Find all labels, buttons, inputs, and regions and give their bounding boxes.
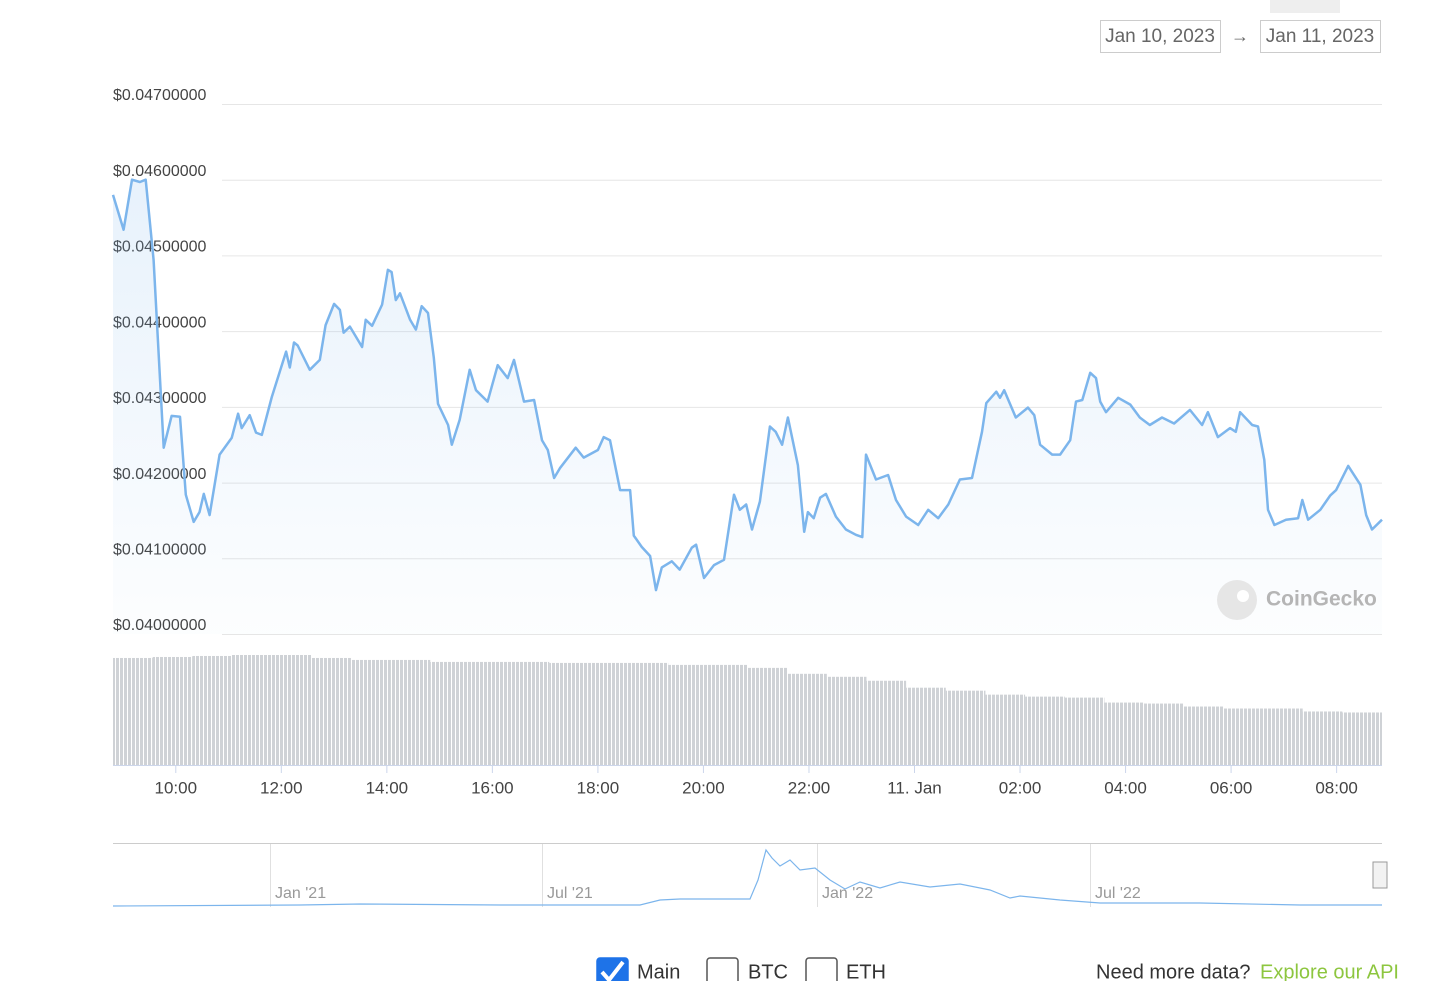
- volume-bar: [231, 655, 272, 765]
- x-tick-label: 02:00: [999, 778, 1042, 797]
- x-tick-label: 11. Jan: [887, 778, 942, 797]
- date-to: Jan 11, 2023: [1266, 26, 1374, 47]
- volume-bar: [1183, 706, 1224, 765]
- checkbox[interactable]: [805, 957, 838, 981]
- navigator-label: Jan '22: [822, 885, 873, 902]
- navigator: [112, 843, 1388, 907]
- volume-bar: [866, 680, 907, 765]
- volume-bar: [1104, 702, 1145, 765]
- price-area: [113, 179, 1382, 634]
- volume-bar: [1064, 697, 1105, 765]
- volume-bar: [985, 694, 1026, 765]
- navigator-line: [112, 848, 1382, 907]
- y-tick-label: $0.04700000: [113, 87, 207, 104]
- price-line: [111, 178, 1383, 592]
- x-tick-label: 06:00: [1210, 778, 1253, 797]
- volume-bar: [826, 676, 867, 765]
- footer-text: Need more data?: [1096, 961, 1251, 981]
- toggles: Main BTC ETH: [596, 957, 886, 981]
- toggle-label: ETH: [846, 961, 886, 981]
- volume-bar: [747, 667, 788, 765]
- volume-bar: [628, 662, 669, 765]
- volume-bar: [311, 657, 351, 765]
- date-input[interactable]: [1260, 20, 1381, 53]
- volume-bar: [549, 662, 589, 765]
- volume-bar: [1025, 696, 1065, 765]
- navigator-label: Jul '21: [547, 885, 593, 902]
- watermark: CoinGecko: [1217, 580, 1377, 620]
- volume-bar: [945, 690, 986, 765]
- x-tick-label: 16:00: [471, 778, 514, 797]
- checkbox[interactable]: [706, 957, 739, 981]
- date-arrow: →: [1231, 26, 1249, 46]
- x-tick-label: 14:00: [366, 778, 409, 797]
- logo: [1217, 580, 1257, 620]
- x-tick-label: 20:00: [682, 778, 725, 797]
- toggle-label: Main: [637, 961, 680, 981]
- volume-bar: [152, 656, 193, 765]
- x-tick-label: 18:00: [577, 778, 620, 797]
- volume-bar: [390, 659, 431, 765]
- volume-bar: [906, 687, 946, 765]
- x-tick-label: 12:00: [260, 778, 303, 797]
- watermark-text: CoinGecko: [1266, 588, 1377, 611]
- volume-bar: [668, 664, 708, 765]
- volume-bar: [1223, 708, 1264, 765]
- volume-bar: [787, 673, 827, 765]
- navigator-label: Jan '21: [275, 885, 326, 902]
- api-link[interactable]: Explore our API: [1260, 961, 1399, 981]
- toggle-label: BTC: [748, 961, 788, 981]
- volume-bar: [707, 664, 748, 765]
- volume-bar: [192, 655, 232, 765]
- y-tick-label: $0.04600000: [113, 163, 207, 180]
- x-tick-label: 04:00: [1104, 778, 1147, 797]
- checkmark: [600, 960, 625, 981]
- volume-bar: [430, 661, 470, 765]
- volume-bar: [469, 661, 510, 765]
- price-chart: $0.04000000$0.04100000$0.04200000$0.0430…: [111, 87, 1383, 907]
- volume-bar: [1302, 711, 1343, 765]
- x-tick-label: 22:00: [788, 778, 831, 797]
- volume-bar: [1263, 708, 1303, 765]
- date-input[interactable]: [1100, 20, 1221, 53]
- volume-bar: [509, 661, 550, 765]
- button[interactable]: [1270, 0, 1340, 13]
- volume-bar: [1342, 712, 1382, 765]
- volume-bar: [271, 655, 312, 765]
- logo-eye: [1237, 590, 1249, 602]
- navigator-label: Jul '22: [1095, 885, 1141, 902]
- volume-bar: [1144, 703, 1184, 765]
- volume-bar: [113, 657, 153, 765]
- x-tick-label: 08:00: [1315, 778, 1358, 797]
- x-tick-label: 10:00: [155, 778, 198, 797]
- volume-bar: [588, 662, 629, 765]
- navigator-handle[interactable]: [1372, 861, 1388, 889]
- volume-bar: [350, 659, 391, 765]
- date-from: Jan 10, 2023: [1105, 26, 1215, 47]
